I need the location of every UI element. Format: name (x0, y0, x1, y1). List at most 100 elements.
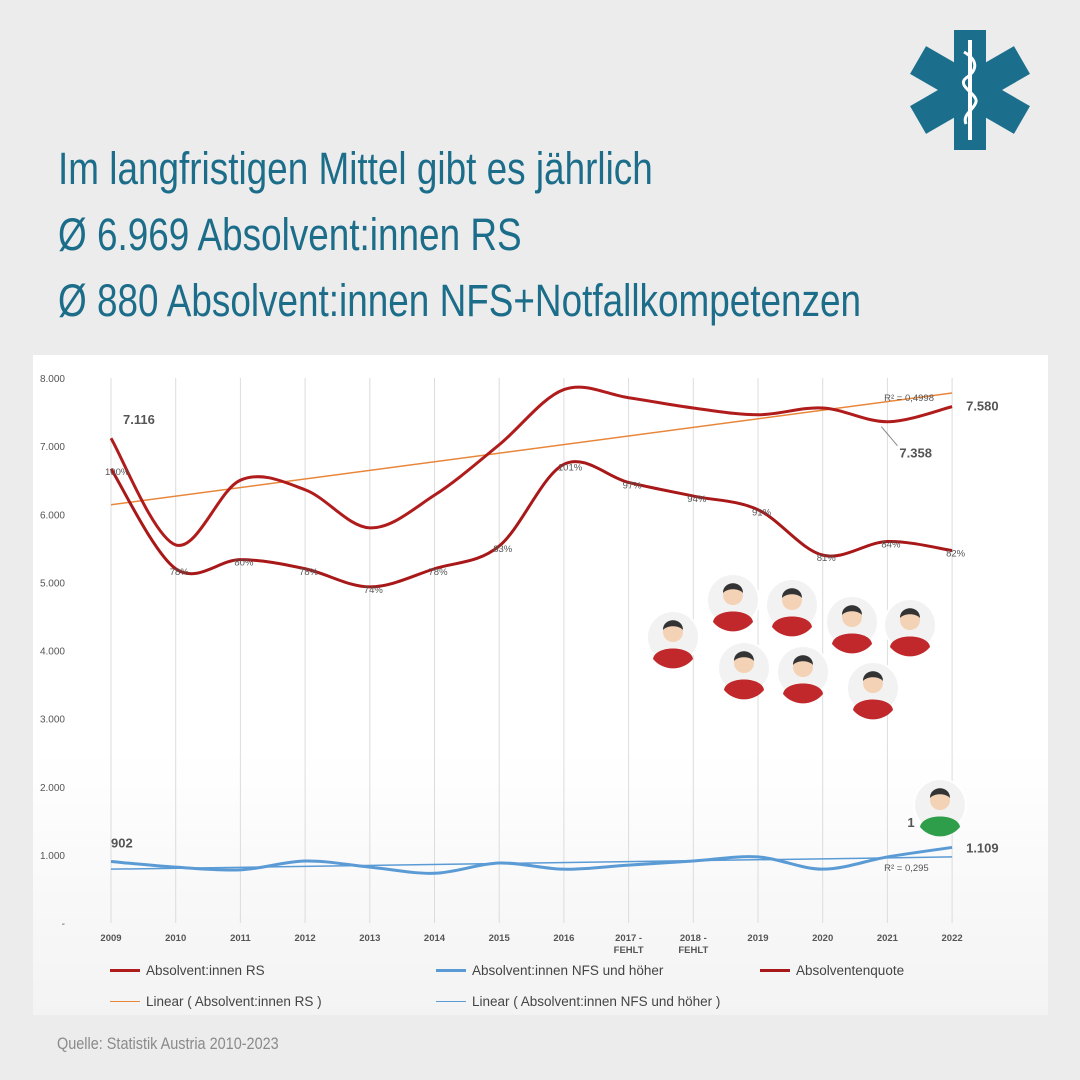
y-tick-label: 1.000 (40, 851, 65, 862)
avatar (765, 578, 819, 637)
x-tick-label: 2011 (230, 933, 251, 944)
y-tick-label: 6.000 (40, 510, 65, 521)
avatar-body (772, 616, 812, 637)
y-tick-label: 7.000 (40, 442, 65, 453)
data-label: 7.358 (899, 446, 932, 461)
avatar-hair (723, 583, 743, 593)
legend-item: Linear ( Absolvent:innen RS ) (110, 994, 322, 1009)
avatar-hair (734, 651, 754, 661)
data-label: 101% (558, 462, 583, 473)
avatar-head (793, 657, 813, 677)
legend-label: Absolventenquote (796, 963, 905, 978)
x-tick-label: 2021 (876, 933, 898, 944)
avatar-body (890, 636, 930, 657)
legend-label: Absolvent:innen NFS und höher (472, 963, 664, 978)
data-label: 74% (364, 585, 384, 596)
legend-label: Linear ( Absolvent:innen RS ) (146, 994, 322, 1009)
x-tick-label: 2017 - FEHLT (613, 933, 644, 956)
title: Im langfristigen Mittel gibt es jährlich… (58, 136, 861, 334)
avatar-body (653, 648, 693, 669)
avatar (776, 645, 830, 704)
legend-label: Linear ( Absolvent:innen NFS und höher ) (472, 994, 721, 1009)
y-tick-label: 3.000 (40, 715, 65, 726)
avatar-head (930, 790, 950, 810)
avatar-hair (930, 788, 950, 798)
x-tick-label: 2009 (100, 933, 122, 944)
x-tick-label: 2015 (488, 933, 510, 944)
data-label: 1 (907, 815, 914, 830)
x-tick-label: 2020 (812, 933, 834, 944)
series-line (109, 460, 953, 589)
source: Quelle: Statistik Austria 2010-2023 (57, 1034, 279, 1053)
legend-item: Absolvent:innen RS (110, 963, 265, 978)
avatar-hair (782, 588, 802, 598)
star-of-life (910, 30, 1030, 150)
avatar-hair (793, 655, 813, 665)
x-tick-label: 2019 (747, 933, 769, 944)
trendline (110, 392, 953, 506)
avatar-head (782, 590, 802, 610)
x-tick-label: 2013 (359, 933, 381, 944)
trendline (110, 856, 953, 870)
avatar-body (783, 683, 823, 704)
r2-label: R² = 0,295 (884, 863, 929, 874)
avatar-hair (863, 671, 883, 681)
y-tick-label: 2.000 (40, 783, 65, 794)
avatar-head (663, 622, 683, 642)
leader (881, 426, 898, 447)
data-label: 902 (111, 836, 133, 851)
title-line: Im langfristigen Mittel gibt es jährlich (58, 143, 653, 194)
avatar-body (724, 679, 764, 700)
avatar (646, 610, 700, 669)
data-label: 81% (817, 553, 837, 564)
avatar (717, 641, 771, 700)
legend-item: Absolvent:innen NFS und höher (436, 963, 663, 978)
data-label: 97% (623, 480, 643, 491)
data-label: 80% (234, 558, 254, 569)
data-label: 78% (429, 567, 449, 578)
avatar-head (863, 673, 883, 693)
avatar-body (832, 633, 872, 654)
x-tick-label: 2018 - FEHLT (678, 933, 709, 956)
x-tick-label: 2010 (165, 933, 187, 944)
title-line: Ø 6.969 Absolvent:innen RS (58, 209, 522, 260)
x-tick-label: 2016 (553, 933, 575, 944)
x-tick-label: 2012 (294, 933, 316, 944)
data-label: 91% (752, 508, 772, 519)
data-label: 78% (170, 567, 190, 578)
x-tick-label: 2022 (941, 933, 963, 944)
avatar (825, 595, 879, 654)
avatar-head (734, 653, 754, 673)
avatar-head (900, 610, 920, 630)
y-tick-label: 4.000 (40, 647, 65, 658)
avatar-body (920, 816, 960, 837)
r2-label: R² = 0,4998 (884, 393, 934, 404)
y-tick-label: 8.000 (40, 374, 65, 385)
avatar-body (713, 611, 753, 632)
avatar-hair (900, 608, 920, 618)
data-label: 83% (493, 544, 513, 555)
data-label: 7.116 (123, 412, 155, 427)
x-tick-label: 2014 (423, 933, 446, 944)
avatar-head (842, 607, 862, 627)
data-label: 78% (299, 567, 319, 578)
avatar (706, 573, 760, 632)
avatar-hair (842, 605, 862, 615)
legend-item: Absolventenquote (760, 963, 904, 978)
avatar-head (723, 585, 743, 605)
data-label: 7.580 (966, 399, 999, 414)
y-tick-label: 5.000 (40, 578, 65, 589)
avatar-hair (663, 620, 683, 630)
data-label: 1.109 (966, 840, 999, 855)
avatar (846, 661, 900, 720)
series-line (109, 385, 953, 547)
data-label: 82% (946, 549, 966, 560)
avatar (913, 778, 967, 837)
data-label: 94% (687, 494, 707, 505)
data-label: 84% (881, 540, 901, 551)
avatar-body (853, 699, 893, 720)
series-line (110, 845, 953, 875)
